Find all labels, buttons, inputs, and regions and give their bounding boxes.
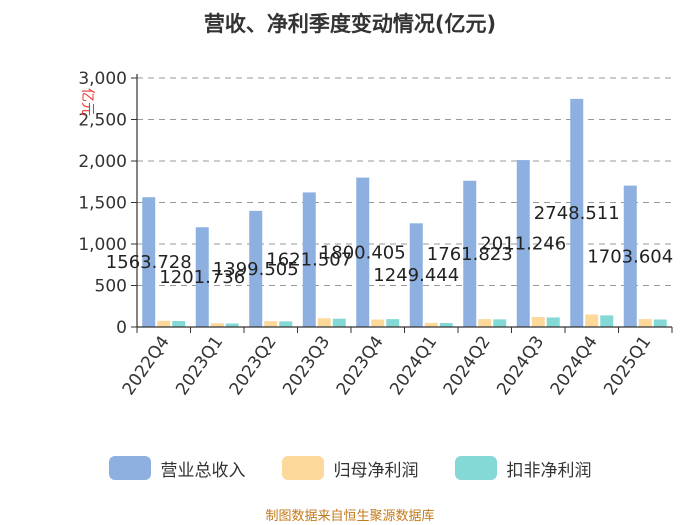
x-tick-label: 2023Q4 (333, 332, 388, 399)
chart-title: 营收、净利季度变动情况(亿元) (203, 12, 497, 36)
data-label-revenue: 2748.511 (534, 203, 620, 224)
data-label-revenue: 2011.246 (480, 234, 566, 255)
bar-2025Q1-series-0 (623, 185, 637, 327)
grid (137, 77, 672, 286)
bar-2024Q4-series-1 (585, 314, 599, 327)
bar-2023Q4-series-2 (386, 319, 400, 327)
y-tick-label: 2,000 (78, 152, 127, 172)
legend-label-deducted-net-profit: 扣非净利润 (506, 460, 592, 481)
source-note: 制图数据来自恒生聚源数据库 (265, 509, 435, 524)
bar-2024Q3-series-0 (516, 160, 530, 327)
legend-swatch-net-profit (281, 456, 324, 480)
bar-2024Q3-series-2 (546, 317, 560, 327)
data-label-revenue: 1249.444 (373, 265, 459, 286)
data-label-revenue: 1399.505 (213, 259, 299, 280)
bar-2023Q4-series-0 (356, 177, 370, 327)
x-tick-label: 2023Q3 (279, 332, 334, 399)
y-tick-label: 2,500 (78, 111, 127, 131)
legend-swatch-deducted-net-profit (454, 456, 497, 480)
bar-2024Q2-series-0 (463, 180, 477, 327)
bar-2024Q2-series-1 (478, 319, 492, 327)
bar-2022Q4-series-1 (157, 320, 171, 327)
bar-2024Q1-series-2 (439, 323, 453, 327)
data-label-revenue: 1761.823 (427, 244, 513, 265)
x-tick-label: 2023Q1 (172, 332, 227, 399)
data-label-revenue: 1201.736 (159, 267, 245, 288)
x-tick-label: 2024Q1 (386, 332, 441, 399)
bar-2023Q2-series-0 (249, 210, 263, 327)
y-tick-label: 500 (95, 277, 127, 297)
bar-2023Q1-series-0 (195, 227, 209, 327)
legend: 营业总收入 归母净利润 扣非净利润 (0, 451, 700, 485)
y-tick-label: 3,000 (78, 69, 127, 89)
bar-2023Q3-series-1 (317, 318, 331, 327)
bar-2024Q1-series-0 (409, 223, 423, 327)
bar-2023Q4-series-1 (371, 319, 385, 327)
x-tick-label: 2024Q3 (493, 332, 548, 399)
bars (142, 98, 667, 327)
y-tick-label: 0 (116, 318, 127, 338)
bar-2023Q2-series-2 (279, 321, 293, 327)
data-labels: 1563.7281201.7361399.5051621.5071800.405… (106, 203, 673, 288)
legend-label-net-profit: 归母净利润 (333, 460, 419, 481)
legend-item-net-profit[interactable]: 归母净利润 (281, 456, 419, 481)
y-axis-unit-label: 亿元 (79, 88, 95, 116)
x-tick-label: 2025Q1 (600, 332, 655, 399)
bar-2024Q2-series-2 (493, 319, 507, 327)
bar-2023Q2-series-1 (264, 321, 278, 327)
bar-2025Q1-series-2 (653, 319, 667, 327)
legend-label-revenue: 营业总收入 (160, 460, 246, 481)
bar-2023Q1-series-2 (225, 323, 239, 327)
x-tick-label: 2024Q4 (547, 332, 602, 399)
data-label-revenue: 1703.604 (587, 246, 673, 267)
bar-2023Q3-series-2 (332, 318, 346, 327)
y-tick-label: 1,000 (78, 235, 127, 255)
data-label-revenue: 1563.728 (106, 252, 192, 273)
bar-chart: 05001,0001,5002,0002,5003,0002022Q42023Q… (78, 69, 673, 399)
bar-2022Q4-series-0 (142, 197, 156, 327)
x-tick-label: 2024Q2 (440, 332, 495, 399)
bar-2024Q1-series-1 (424, 322, 438, 327)
legend-item-deducted-net-profit[interactable]: 扣非净利润 (454, 456, 592, 481)
y-tick-label: 1,500 (78, 194, 127, 214)
x-tick-label: 2022Q4 (119, 332, 174, 399)
legend-swatch-revenue (108, 456, 151, 480)
bar-2024Q4-series-2 (600, 315, 614, 327)
bar-2022Q4-series-2 (172, 321, 186, 327)
x-tick-label: 2023Q2 (226, 332, 281, 399)
bar-2024Q4-series-0 (570, 98, 584, 327)
bar-2025Q1-series-1 (638, 319, 652, 327)
data-label-revenue: 1800.405 (320, 242, 406, 263)
bar-2024Q3-series-1 (531, 317, 545, 327)
legend-item-revenue[interactable]: 营业总收入 (108, 456, 246, 481)
bar-2023Q3-series-0 (302, 192, 316, 327)
data-label-revenue: 1621.507 (266, 250, 352, 271)
bar-2023Q1-series-1 (210, 323, 224, 327)
